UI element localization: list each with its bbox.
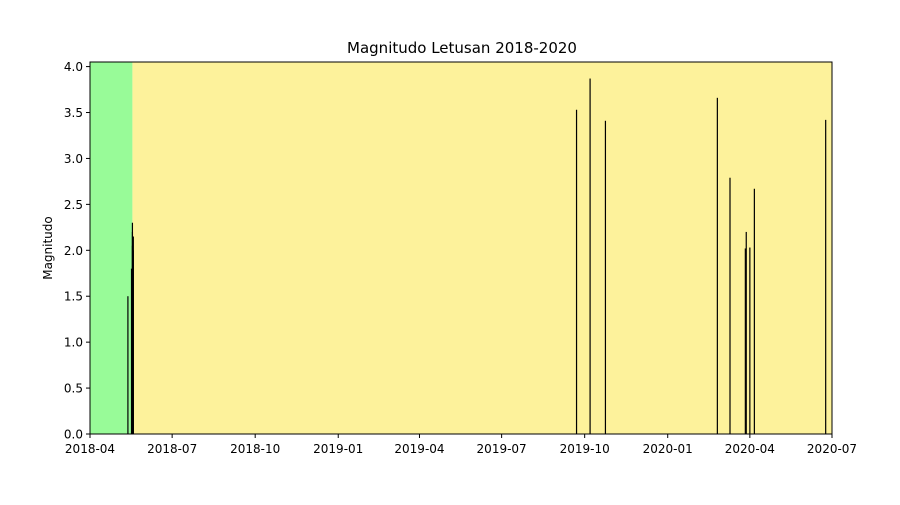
x-tick-label-2: 2018-10 [230,442,280,456]
plot-frame [89,61,833,435]
chart-title: Magnitudo Letusan 2018-2020 [347,39,577,57]
bar-10 [716,97,718,435]
background-period-1 [132,62,833,434]
bar-9 [604,120,607,434]
plot-background [90,62,833,434]
data-bars [127,78,827,435]
bar-7 [575,109,578,434]
y-tick-label-0: 0.0 [64,428,83,442]
bar-16 [825,119,827,434]
y-tick-label-1: 0.5 [64,382,83,396]
y-tick-label-3: 1.5 [64,290,83,304]
background-period-0 [90,62,133,434]
y-axis-ticks: 0.0 0.5 1.0 1.5 2.0 2.5 3.0 3.5 4.0 [64,60,90,442]
x-tick-label-5: 2019-07 [477,442,527,456]
bar-8 [589,78,591,435]
bar-14 [749,247,751,434]
x-tick-label-4: 2019-04 [394,442,444,456]
x-axis-ticks: 2018-04 2018-07 2018-10 2019-01 2019-04 2019-… [65,434,857,456]
y-tick-label-7: 3.5 [64,106,83,120]
y-axis-label: Magnitudo [41,216,55,280]
y-tick-label-2: 1.0 [64,336,83,350]
x-tick-label-8: 2020-04 [725,442,775,456]
y-tick-label-6: 3.0 [64,152,83,166]
bar-4 [131,231,134,434]
x-tick-label-0: 2018-04 [65,442,115,456]
bar-6 [132,250,134,434]
x-tick-label-9: 2020-07 [807,442,857,456]
bar-1 [130,268,133,434]
x-tick-label-3: 2019-01 [313,442,363,456]
bar-13 [745,231,747,434]
bar-11 [729,177,731,434]
x-tick-label-1: 2018-07 [147,442,197,456]
bar-15 [753,188,755,434]
y-tick-label-4: 2.0 [64,244,83,258]
x-tick-label-7: 2020-01 [643,442,693,456]
x-tick-label-6: 2019-10 [560,442,610,456]
y-tick-label-8: 4.0 [64,60,83,74]
bar-12 [744,248,746,434]
y-tick-label-5: 2.5 [64,198,83,212]
bar-0 [127,296,129,434]
